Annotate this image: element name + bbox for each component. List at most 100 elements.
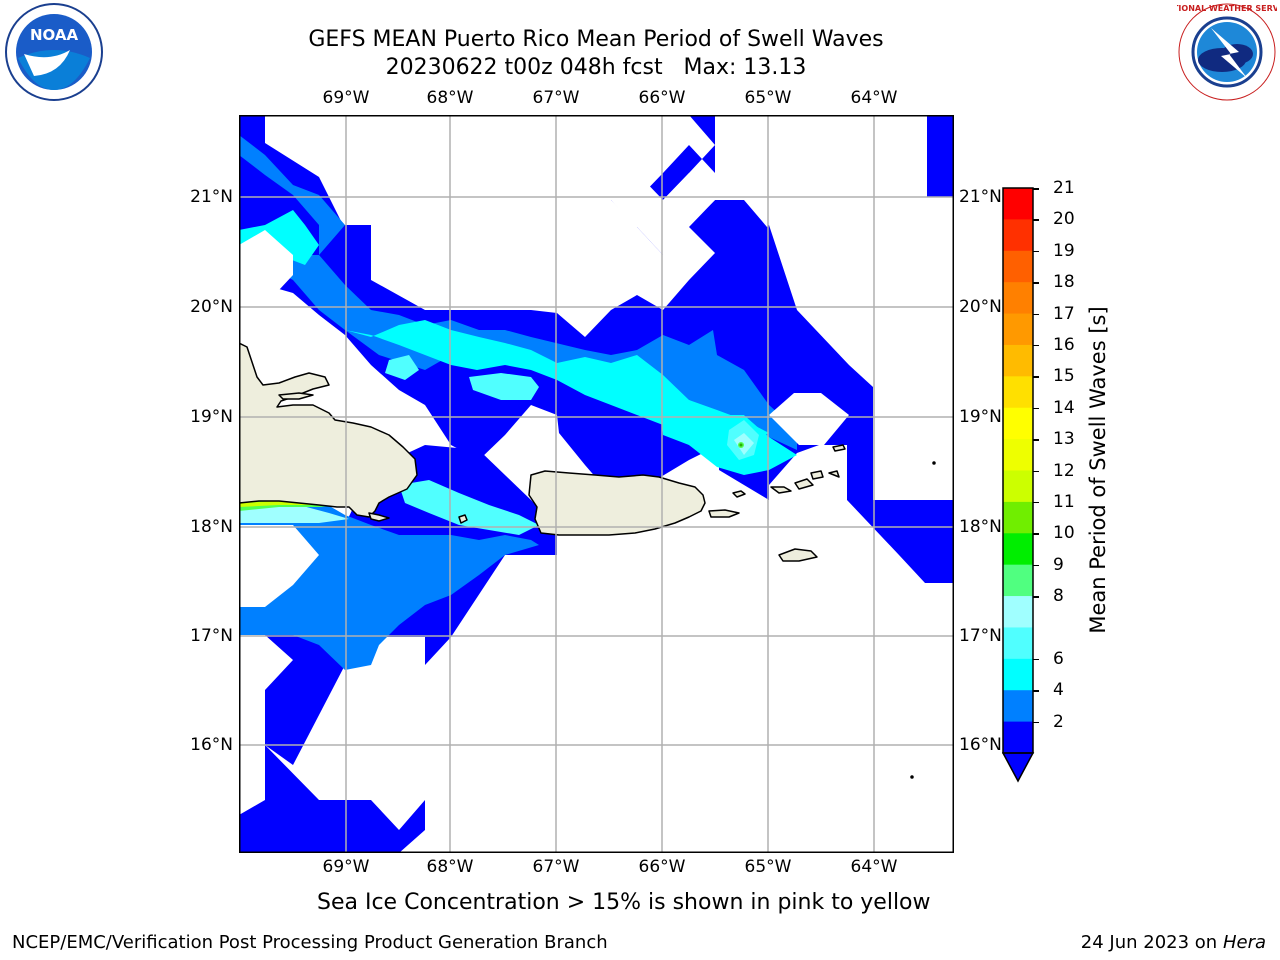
lon-label-bottom: 64°W <box>850 857 898 877</box>
mona-island <box>458 514 468 524</box>
lat-label-right: 16°N <box>959 735 1002 755</box>
lon-label-bottom: 66°W <box>638 857 686 877</box>
lat-label-right: 17°N <box>959 626 1002 646</box>
colorbar-tick-label: 6 <box>1053 648 1064 669</box>
footer-machine: Hera <box>1222 932 1266 953</box>
colorbar-band <box>1003 658 1033 691</box>
footer-date: 24 Jun 2023 on Hera <box>1081 932 1266 953</box>
colorbar-extend-arrow <box>1002 752 1035 783</box>
colorbar <box>1002 187 1035 783</box>
lat-label-right: 21°N <box>959 187 1002 207</box>
colorbar-band <box>1003 596 1033 628</box>
colorbar-tick-label: 4 <box>1053 680 1064 701</box>
colorbar-tick-label: 14 <box>1053 397 1075 418</box>
colorbar-band <box>1003 344 1033 377</box>
colorbar-tick-mark <box>1033 690 1039 692</box>
colorbar-tick-mark <box>1033 596 1039 598</box>
colorbar-tick-mark <box>1033 564 1039 567</box>
colorbar-tick-label: 17 <box>1053 303 1075 324</box>
colorbar-tick-label: 10 <box>1053 523 1075 544</box>
colorbar-tick-label: 8 <box>1053 586 1064 607</box>
colorbar-tick-label: 13 <box>1053 429 1075 450</box>
lon-label-top: 64°W <box>850 88 898 108</box>
lat-label-left: 19°N <box>190 407 233 427</box>
noaa-logo: NOAA <box>5 3 103 101</box>
colorbar-tick-mark <box>1033 219 1039 221</box>
colorbar-band <box>1003 470 1033 503</box>
map-frame <box>239 115 954 853</box>
lat-label-left: 18°N <box>190 517 233 537</box>
lon-label-bottom: 68°W <box>426 857 474 877</box>
tortuga <box>278 392 314 400</box>
lon-label-top: 66°W <box>638 88 686 108</box>
colorbar-label: Mean Period of Swell Waves [s] <box>1086 306 1110 634</box>
colorbar-tick-mark <box>1033 376 1039 378</box>
colorbar-tick-label: 11 <box>1053 491 1075 512</box>
lon-label-bottom: 69°W <box>322 857 370 877</box>
lat-label-right: 18°N <box>959 517 1002 537</box>
anegada <box>832 444 846 452</box>
colorbar-tick-mark <box>1033 501 1039 504</box>
colorbar-tick-label: 12 <box>1053 460 1075 481</box>
colorbar-band <box>1003 250 1033 283</box>
lon-label-top: 69°W <box>322 88 370 108</box>
lat-label-left: 20°N <box>190 297 233 317</box>
hispaniola-south-cape <box>368 512 390 522</box>
colorbar-tick-mark <box>1033 188 1039 190</box>
colorbar-tick-mark <box>1033 250 1039 253</box>
footer-date-text: 24 Jun 2023 on <box>1080 932 1218 953</box>
colorbar-band <box>1003 407 1033 440</box>
colorbar-band <box>1003 721 1033 754</box>
colorbar-tick-label: 2 <box>1053 711 1064 732</box>
vieques <box>708 509 740 518</box>
hispaniola <box>239 342 418 518</box>
colorbar-tick-mark <box>1033 282 1039 284</box>
colorbar-band <box>1003 376 1033 409</box>
svg-text:NATIONAL WEATHER SERVICE: NATIONAL WEATHER SERVICE <box>1177 4 1277 13</box>
graticule <box>239 115 954 853</box>
colorbar-tick-label: 16 <box>1053 334 1075 355</box>
land <box>239 342 936 779</box>
colorbar-tick-mark <box>1033 344 1039 347</box>
colorbar-tick-mark <box>1033 313 1039 316</box>
colorbar-band <box>1003 690 1033 723</box>
colorbar-tick-label: 15 <box>1053 366 1075 387</box>
st-john <box>794 478 814 490</box>
colorbar-band <box>1003 564 1033 597</box>
colorbar-tick-label: 9 <box>1053 554 1064 575</box>
colorbar-band <box>1003 501 1033 534</box>
swell-contours <box>239 115 954 853</box>
colorbar-tick-label: 18 <box>1053 272 1075 293</box>
lon-label-top: 65°W <box>744 88 792 108</box>
colorbar-band <box>1003 219 1033 252</box>
st-croix <box>778 548 818 562</box>
virgin-gorda <box>828 470 840 478</box>
lat-label-left: 16°N <box>190 735 233 755</box>
lon-label-bottom: 67°W <box>532 857 580 877</box>
colorbar-tick-mark <box>1033 721 1039 724</box>
puerto-rico <box>528 470 706 536</box>
colorbar-tick-mark <box>1033 658 1039 661</box>
nws-logo: NATIONAL WEATHER SERVICE <box>1177 3 1277 101</box>
colorbar-band <box>1003 313 1033 346</box>
lat-label-left: 17°N <box>190 626 233 646</box>
lat-label-left: 21°N <box>190 187 233 207</box>
colorbar-tick-mark <box>1033 407 1039 410</box>
colorbar-band <box>1003 439 1033 471</box>
colorbar-band <box>1003 533 1033 566</box>
colorbar-tick-label: 19 <box>1053 240 1075 261</box>
colorbar-band <box>1003 188 1033 220</box>
lon-label-top: 68°W <box>426 88 474 108</box>
colorbar-band <box>1003 627 1033 660</box>
colorbar-tick-label: 21 <box>1053 178 1075 198</box>
sea-ice-caption: Sea Ice Concentration > 15% is shown in … <box>317 890 931 915</box>
colorbar-tick-mark <box>1033 439 1039 441</box>
lat-label-right: 20°N <box>959 297 1002 317</box>
colorbar-band <box>1003 282 1033 315</box>
lat-label-right: 19°N <box>959 407 1002 427</box>
st-thomas <box>770 486 792 494</box>
map-subtitle: 20230622 t00z 048h fcst Max: 13.13 <box>385 55 807 80</box>
colorbar-tick-mark <box>1033 533 1039 535</box>
map-title: GEFS MEAN Puerto Rico Mean Period of Swe… <box>308 27 884 52</box>
lon-label-top: 67°W <box>532 88 580 108</box>
